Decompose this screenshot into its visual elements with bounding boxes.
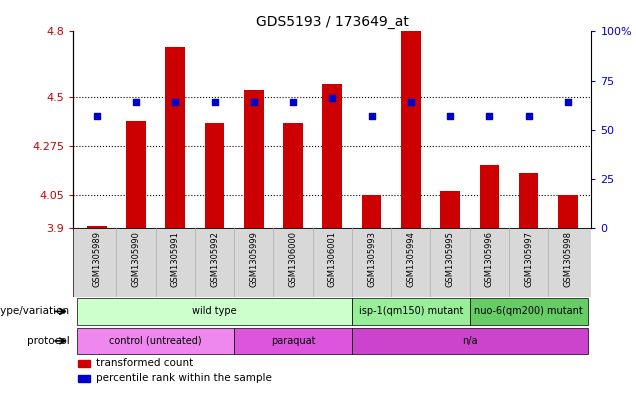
Text: isp-1(qm150) mutant: isp-1(qm150) mutant bbox=[359, 307, 463, 316]
Point bbox=[328, 95, 338, 101]
Text: GSM1305989: GSM1305989 bbox=[92, 231, 101, 287]
Point bbox=[484, 113, 494, 119]
FancyBboxPatch shape bbox=[234, 328, 352, 354]
Text: GSM1305990: GSM1305990 bbox=[132, 231, 141, 287]
Text: nuo-6(qm200) mutant: nuo-6(qm200) mutant bbox=[474, 307, 583, 316]
Bar bbox=[87, 226, 106, 228]
Text: GSM1305997: GSM1305997 bbox=[524, 231, 533, 287]
Text: genotype/variation: genotype/variation bbox=[0, 307, 70, 316]
Text: wild type: wild type bbox=[192, 307, 237, 316]
Text: paraquat: paraquat bbox=[271, 336, 315, 346]
Text: GSM1305993: GSM1305993 bbox=[367, 231, 376, 287]
Text: GSM1305995: GSM1305995 bbox=[446, 231, 455, 287]
Point bbox=[406, 99, 416, 105]
FancyBboxPatch shape bbox=[352, 328, 588, 354]
Text: GSM1305994: GSM1305994 bbox=[406, 231, 415, 287]
Point bbox=[170, 99, 181, 105]
Bar bbox=[480, 165, 499, 228]
FancyBboxPatch shape bbox=[352, 298, 470, 325]
Bar bbox=[205, 123, 225, 228]
Point bbox=[209, 99, 219, 105]
Bar bbox=[244, 90, 263, 228]
Text: GSM1305996: GSM1305996 bbox=[485, 231, 494, 287]
Text: n/a: n/a bbox=[462, 336, 478, 346]
Point bbox=[249, 99, 259, 105]
Title: GDS5193 / 173649_at: GDS5193 / 173649_at bbox=[256, 15, 409, 29]
FancyBboxPatch shape bbox=[77, 328, 234, 354]
Text: GSM1306000: GSM1306000 bbox=[289, 231, 298, 287]
Bar bbox=[401, 31, 420, 228]
Text: protocol: protocol bbox=[27, 336, 70, 346]
FancyBboxPatch shape bbox=[470, 298, 588, 325]
Text: GSM1305999: GSM1305999 bbox=[249, 231, 258, 287]
Bar bbox=[558, 195, 577, 228]
Bar bbox=[283, 123, 303, 228]
Point bbox=[92, 113, 102, 119]
Text: GSM1306001: GSM1306001 bbox=[328, 231, 337, 287]
Point bbox=[288, 99, 298, 105]
Text: percentile rank within the sample: percentile rank within the sample bbox=[97, 373, 272, 384]
Bar bbox=[322, 84, 342, 228]
Bar bbox=[165, 47, 185, 228]
Text: GSM1305998: GSM1305998 bbox=[563, 231, 572, 287]
Bar bbox=[78, 360, 90, 367]
Point bbox=[131, 99, 141, 105]
Bar bbox=[519, 173, 539, 228]
Point bbox=[366, 113, 377, 119]
Point bbox=[523, 113, 534, 119]
Text: GSM1305992: GSM1305992 bbox=[210, 231, 219, 287]
Bar bbox=[362, 195, 382, 228]
Bar bbox=[440, 191, 460, 228]
Point bbox=[445, 113, 455, 119]
Bar bbox=[126, 121, 146, 228]
Text: control (untreated): control (untreated) bbox=[109, 336, 202, 346]
Text: transformed count: transformed count bbox=[97, 358, 194, 368]
Point bbox=[563, 99, 573, 105]
Bar bbox=[78, 375, 90, 382]
FancyBboxPatch shape bbox=[77, 298, 352, 325]
Text: GSM1305991: GSM1305991 bbox=[170, 231, 180, 287]
